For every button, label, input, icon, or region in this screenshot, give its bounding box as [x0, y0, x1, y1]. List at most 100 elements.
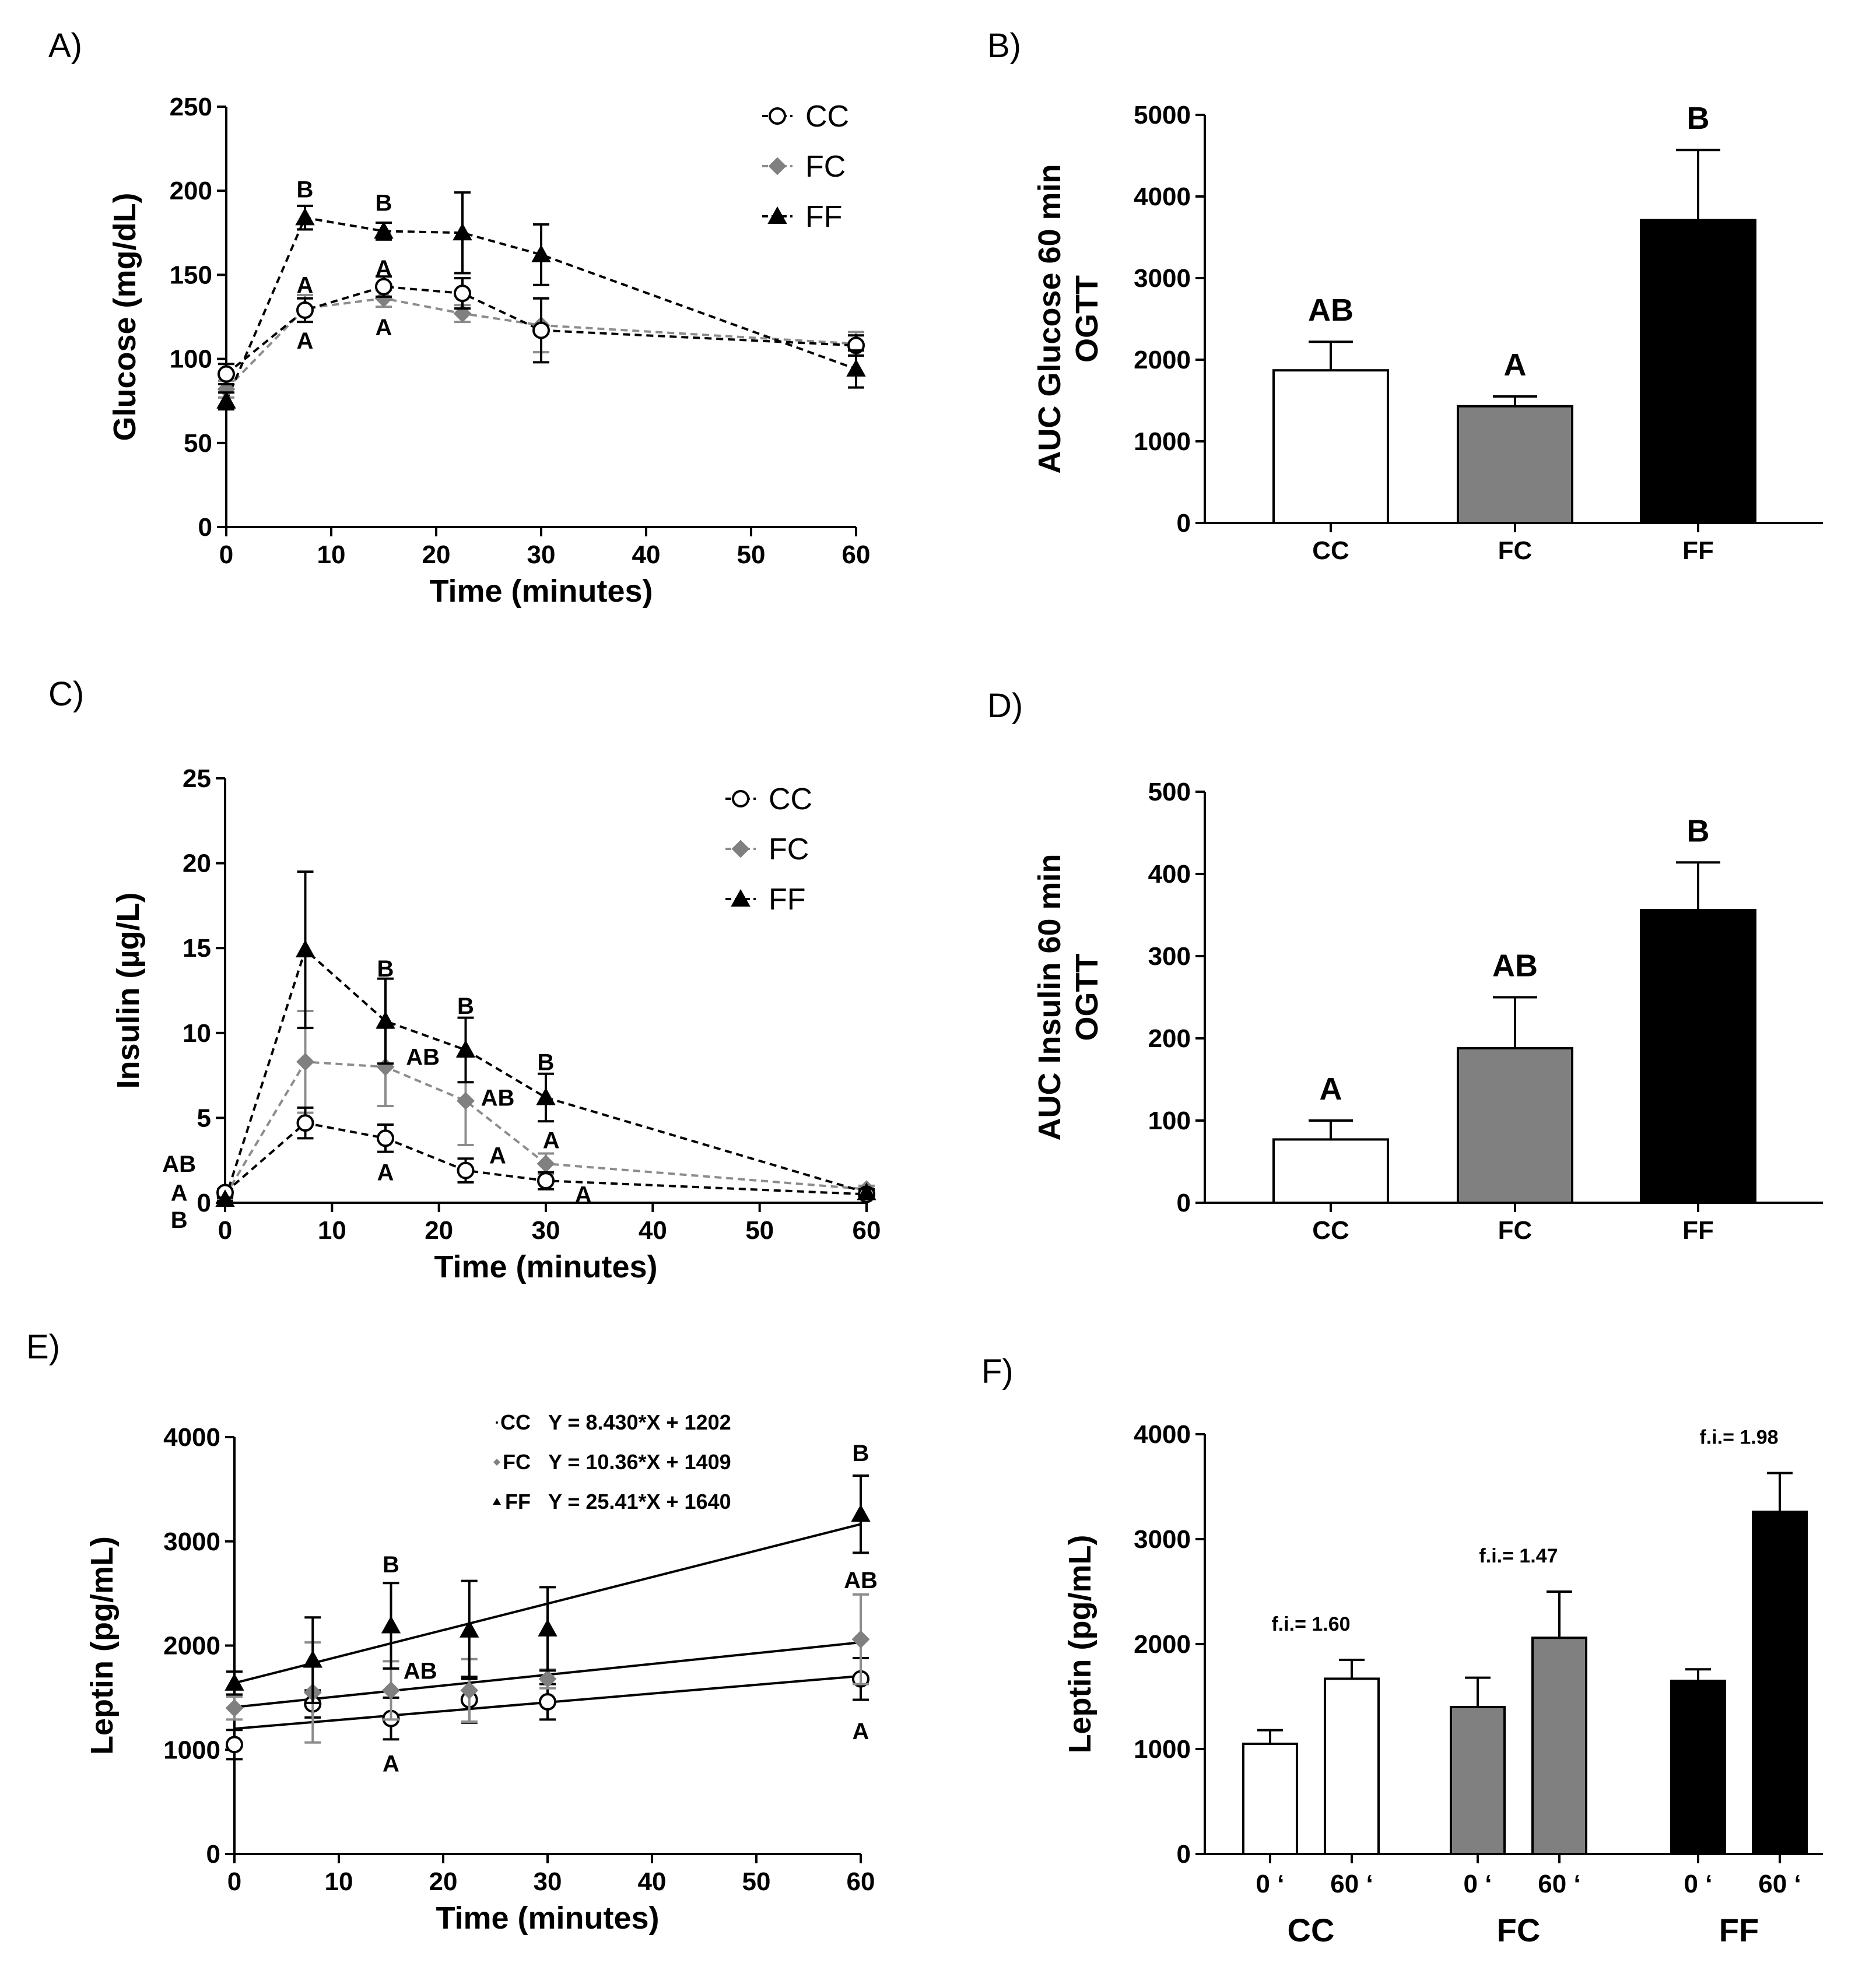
y-tick-label: 4000: [1134, 182, 1191, 211]
y-tick-label: 0: [198, 513, 212, 542]
data-point-FF: [857, 1182, 876, 1200]
bar-FC: [1457, 1047, 1573, 1205]
y-tick-label: 15: [183, 934, 211, 963]
data-point-FC: [382, 1681, 400, 1699]
group-label-FF: FF: [1719, 1912, 1759, 1948]
y-tick-label: 3000: [1134, 1525, 1191, 1554]
significance-label-CC: AB: [1308, 293, 1353, 328]
panel-letter: C): [48, 675, 84, 713]
y-tick-label: 10: [183, 1019, 211, 1048]
bar-FC: [1457, 405, 1573, 524]
x-tick-label: 50: [745, 1216, 774, 1245]
y-tick-label: 3000: [1134, 264, 1191, 293]
data-point-FF: [376, 1011, 395, 1029]
significance-label: AB: [404, 1658, 437, 1684]
significance-label: A: [297, 328, 314, 354]
fold-increase-FF: f.i.= 1.98: [1699, 1427, 1778, 1449]
legend-label-FF: FF: [769, 883, 806, 916]
legend-marker-FF: [767, 206, 787, 224]
x-tick-label: 30: [534, 1867, 562, 1896]
significance-label-FF: B: [1687, 101, 1710, 136]
panel-letter: F): [981, 1353, 1014, 1390]
data-point-CC: [537, 1172, 555, 1190]
significance-label: A: [543, 1128, 560, 1153]
data-point-CC: [454, 285, 471, 303]
y-tick-label: 1000: [163, 1736, 220, 1764]
panel-C: C) 0 5 10 15 20 25 0 10 20 30 40 50 60 Time (minutes) I…: [48, 675, 881, 1284]
y-axis-title: Insulin (µg/L): [111, 892, 146, 1088]
data-point-CC: [296, 1114, 314, 1132]
x-tick-label: 0 ʻ: [1684, 1870, 1713, 1898]
equation-marker-CC: [496, 1421, 498, 1424]
x-tick-label: 60: [847, 1867, 875, 1896]
data-point-FC: [536, 1154, 555, 1173]
x-tick-label: FF: [1682, 1216, 1714, 1245]
y-tick-label: 0: [197, 1189, 211, 1217]
panel-E: E) 0 1000 2000 3000 4000 0 10 20 30 40 50 60 Time (mi…: [26, 1328, 878, 1936]
x-tick-label: 40: [638, 1867, 667, 1896]
x-tick-label: 0 ʻ: [1256, 1870, 1285, 1898]
x-tick-label: 20: [422, 540, 451, 569]
x-tick-label: 50: [742, 1867, 771, 1896]
legend-label-FF: FF: [805, 200, 843, 234]
x-tick-label: 60: [853, 1216, 881, 1245]
significance-label: AB: [162, 1151, 196, 1177]
x-tick-label: 0: [227, 1867, 241, 1896]
panel-F: F) 0 1000 2000 3000 4000 Leptin (pg/mL) 0 ʻ 60 ʻ…: [981, 1353, 1823, 1948]
fold-increase-FC: f.i.= 1.47: [1479, 1545, 1558, 1567]
series-line-CC: [225, 285, 857, 375]
data-point-FC: [538, 1670, 557, 1688]
x-tick-label: 30: [527, 540, 556, 569]
series-line-FF: [225, 216, 857, 402]
significance-label: A: [377, 1160, 394, 1186]
y-tick-label: 3000: [163, 1527, 220, 1556]
data-point-CC: [296, 301, 314, 319]
significance-label: A: [297, 273, 314, 299]
data-point-CC: [539, 1693, 556, 1711]
legend-marker-CC: [732, 790, 749, 807]
y-tick-label: 150: [170, 261, 212, 289]
y-tick-label: 100: [1148, 1107, 1191, 1135]
x-tick-label: FC: [1498, 1216, 1533, 1245]
significance-label-FC: A: [1504, 347, 1527, 382]
significance-label: A: [376, 256, 392, 282]
data-point-CC: [377, 1129, 394, 1147]
equation-series-FC: FC: [503, 1450, 531, 1474]
bar-CC: [1272, 369, 1389, 524]
y-tick-label: 0: [1177, 509, 1191, 538]
x-tick-label: 60 ʻ: [1538, 1870, 1580, 1898]
y-axis-title: Leptin (pg/mL): [85, 1536, 120, 1755]
significance-label: A: [575, 1182, 592, 1207]
data-point-FF: [538, 1618, 557, 1637]
equation-marker-FF: [493, 1498, 501, 1505]
x-tick-label: 20: [425, 1216, 453, 1245]
significance-label-FF: B: [1687, 813, 1710, 848]
equation-CC: Y = 8.430*X + 1202: [548, 1410, 731, 1434]
x-tick-label: 40: [632, 540, 661, 569]
equation-series-FF: FF: [505, 1490, 531, 1514]
legend-label-FC: FC: [769, 833, 809, 866]
y-tick-label: 50: [184, 429, 212, 458]
data-point-FF: [460, 1620, 479, 1638]
y-tick-label: 400: [1148, 860, 1191, 889]
y-tick-label: 5000: [1134, 101, 1191, 129]
x-tick-label: 0: [219, 540, 233, 569]
legend-marker-FF: [731, 889, 751, 907]
equation-FC: Y = 10.36*X + 1409: [548, 1450, 731, 1474]
data-point-FF: [215, 1189, 235, 1207]
series-line-FC: [224, 1061, 867, 1197]
y-tick-label: 4000: [1134, 1420, 1191, 1449]
data-point-FC: [851, 1630, 870, 1649]
data-point-FF: [453, 223, 472, 241]
bar-CC: [1272, 1138, 1389, 1205]
equation-series-CC: CC: [500, 1410, 531, 1434]
panel-letter: D): [987, 687, 1023, 725]
y-axis-title: OGTT: [1070, 954, 1104, 1041]
x-tick-label: 10: [317, 540, 346, 569]
y-tick-label: 2000: [163, 1632, 220, 1660]
bar-FC-60: [1531, 1637, 1587, 1855]
significance-label: A: [383, 1751, 399, 1776]
panel-A: A) 0 50 100 150 200 250 0 10 20 30 40 50 60 Time (minu…: [48, 27, 870, 609]
x-tick-label: FF: [1682, 536, 1714, 565]
